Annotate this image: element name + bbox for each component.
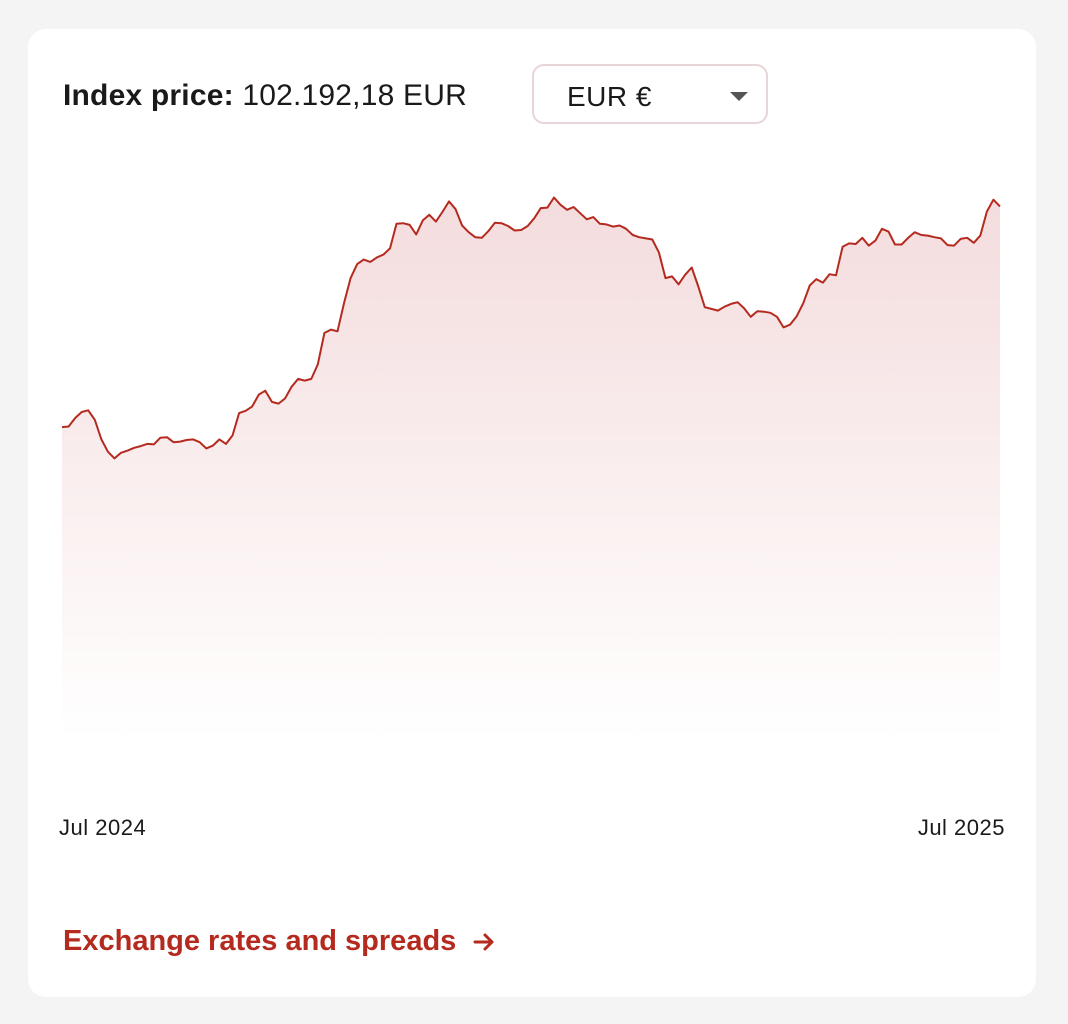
currency-select[interactable]: EUR €	[532, 64, 768, 124]
price-chart	[61, 196, 1001, 739]
caret-down-icon	[730, 92, 748, 101]
x-tick-label-end: Jul 2025	[917, 815, 1005, 840]
price-area-fill	[62, 197, 1000, 739]
exchange-rates-link[interactable]: Exchange rates and spreads	[63, 925, 496, 958]
currency-selected-value: EUR €	[567, 81, 652, 112]
index-price-value: 102.192,18 EUR	[242, 79, 467, 112]
arrow-right-icon	[473, 933, 494, 950]
exchange-rates-link-label: Exchange rates and spreads	[63, 925, 457, 957]
index-price-label: Index price:	[63, 79, 234, 112]
index-price: Index price: 102.192,18 EUR	[63, 79, 467, 113]
x-tick-label-start: Jul 2024	[59, 815, 147, 840]
price-card: Index price: 102.192,18 EUR EUR € Jul 20…	[28, 29, 1036, 997]
price-line	[61, 196, 1001, 460]
